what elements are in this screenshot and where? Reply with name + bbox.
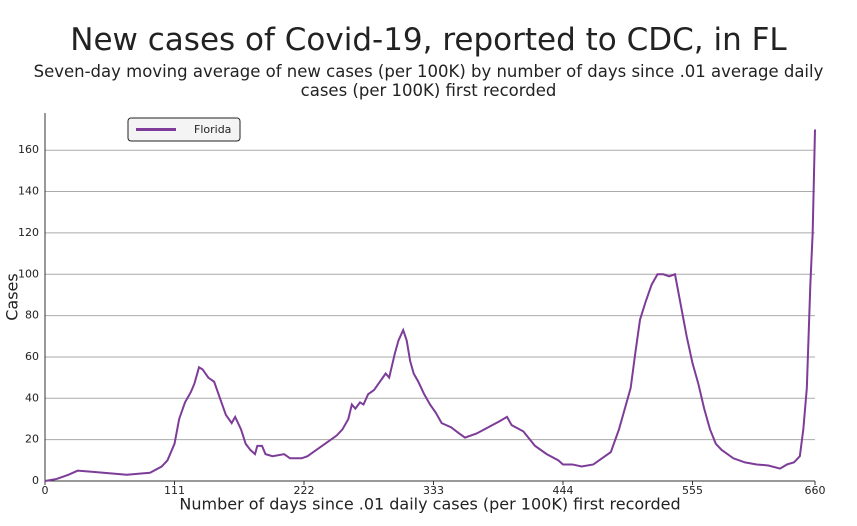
- x-tick-label: 333: [423, 484, 444, 497]
- y-tick-label: 80: [25, 309, 39, 322]
- x-tick-label: 444: [553, 484, 574, 497]
- y-tick-label: 160: [18, 143, 39, 156]
- legend-box: [127, 117, 241, 142]
- y-tick-label: 140: [18, 185, 39, 198]
- data-line: [44, 129, 816, 482]
- y-tick-label: 40: [25, 391, 39, 404]
- x-tick-label: 660: [805, 484, 826, 497]
- y-tick-label: 60: [25, 350, 39, 363]
- y-tick-label: 100: [18, 267, 39, 280]
- x-axis-label: Number of days since .01 daily cases (pe…: [179, 495, 680, 514]
- legend-label: Florida: [194, 123, 231, 136]
- chart-subtitle: Seven-day moving average of new cases (p…: [33, 62, 824, 100]
- chart-title: New cases of Covid-19, reported to CDC, …: [70, 22, 787, 58]
- x-tick-label: 0: [42, 484, 49, 497]
- x-tick-label: 222: [294, 484, 315, 497]
- y-axis-label: Cases: [3, 273, 22, 321]
- y-tick-label: 120: [18, 226, 39, 239]
- y-tick-label: 0: [32, 474, 39, 487]
- x-tick-label: 555: [682, 484, 703, 497]
- x-tick-label: 111: [164, 484, 185, 497]
- y-tick-label: 20: [25, 433, 39, 446]
